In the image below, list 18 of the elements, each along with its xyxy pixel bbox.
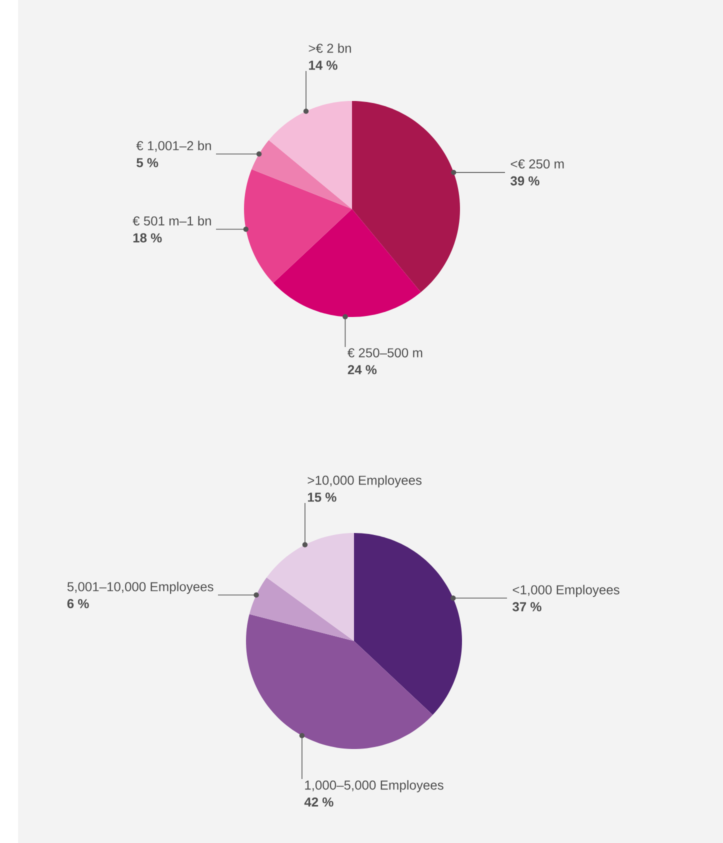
data-label: 18 % — [133, 233, 162, 242]
slice-label: >€ 2 bn — [308, 43, 351, 53]
data-label: 37 % — [512, 602, 542, 612]
data-label: 15 % — [308, 492, 336, 502]
slice-label: € 250–500 m — [348, 348, 422, 358]
slice-label: <€ 250 m — [510, 159, 564, 169]
slice-label: € 1,001–2 bn — [136, 140, 211, 152]
data-label: 24 % — [348, 365, 377, 374]
data-label: 5 % — [136, 158, 158, 168]
slice-label: <1,000 Employees — [512, 584, 620, 597]
data-label: 39 % — [510, 176, 540, 186]
data-label: 42 % — [304, 797, 334, 807]
slice-label: >10,000 Employees — [308, 475, 422, 488]
slice-label: € 501 m–1 bn — [132, 216, 211, 226]
data-label: 6 % — [67, 599, 89, 608]
slice-label: 1,000–5,000 Employees — [305, 780, 444, 792]
data-label: 14 % — [309, 60, 338, 70]
slice-label: 5,001–10,000 Employees — [67, 582, 214, 594]
